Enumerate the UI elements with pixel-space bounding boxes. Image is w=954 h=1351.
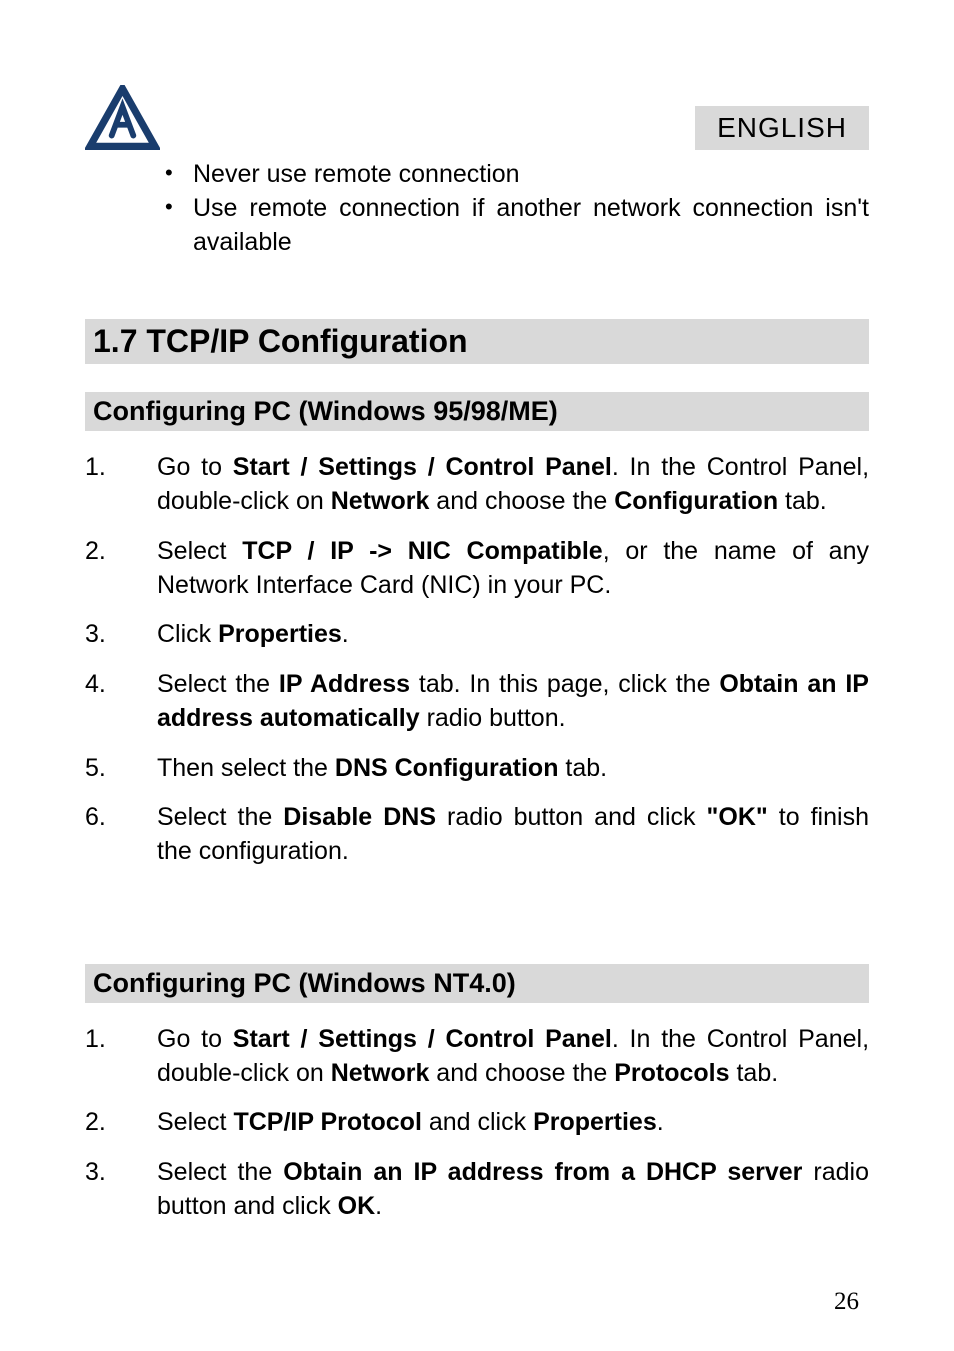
text: radio button.: [420, 704, 566, 732]
list-item: Go to Start / Settings / Control Panel. …: [85, 1023, 869, 1091]
bold-text: Protocols: [614, 1059, 729, 1087]
list-item: Select the Disable DNS radio button and …: [85, 801, 869, 869]
bold-text: Network: [331, 1059, 430, 1087]
bold-text: Obtain an IP address from a DHCP server: [283, 1158, 802, 1186]
bold-text: Properties: [533, 1108, 657, 1136]
text: radio button and click: [436, 803, 707, 831]
header-row: ENGLISH: [85, 85, 869, 150]
section-title: TCP/IP Configuration: [146, 323, 467, 359]
text: tab. In this page, click the: [410, 670, 719, 698]
bold-text: Disable DNS: [283, 803, 436, 831]
bold-text: OK: [338, 1192, 376, 1220]
text: and choose the: [429, 487, 614, 515]
subsection-heading: Configuring PC (Windows NT4.0): [85, 964, 869, 1003]
bold-text: Network: [331, 487, 430, 515]
list-item: Select the Obtain an IP address from a D…: [85, 1156, 869, 1224]
section-heading: 1.7 TCP/IP Configuration: [85, 319, 869, 364]
section-number: 1.7: [93, 323, 137, 359]
text: Go to: [157, 1025, 233, 1053]
list-item: Select TCP / IP -> NIC Compatible, or th…: [85, 535, 869, 603]
bold-text: Properties: [218, 620, 342, 648]
list-item: Then select the DNS Configuration tab.: [85, 752, 869, 786]
page-number: 26: [834, 1288, 859, 1316]
text: tab.: [558, 754, 607, 782]
numbered-list-1: Go to Start / Settings / Control Panel. …: [85, 451, 869, 869]
bold-text: TCP / IP -> NIC Compatible: [242, 537, 602, 565]
company-logo: [85, 85, 160, 150]
spacer: [85, 929, 869, 964]
subsection-heading: Configuring PC (Windows 95/98/ME): [85, 392, 869, 431]
bold-text: IP Address: [279, 670, 410, 698]
text: tab.: [778, 487, 827, 515]
bold-text: Configuration: [614, 487, 778, 515]
list-item: Use remote connection if another network…: [165, 192, 869, 260]
bold-text: Start / Settings / Control Panel: [233, 1025, 612, 1053]
bold-text: TCP/IP Protocol: [233, 1108, 421, 1136]
text: Select the: [157, 803, 283, 831]
list-item: Click Properties.: [85, 618, 869, 652]
text: .: [657, 1108, 664, 1136]
text: .: [342, 620, 349, 648]
top-bullet-list: Never use remote connection Use remote c…: [85, 158, 869, 259]
text: .: [375, 1192, 382, 1220]
text: Then select the: [157, 754, 335, 782]
text: Select: [157, 1108, 233, 1136]
list-item: Select the IP Address tab. In this page,…: [85, 668, 869, 736]
numbered-list-2: Go to Start / Settings / Control Panel. …: [85, 1023, 869, 1224]
bold-text: DNS Configuration: [335, 754, 559, 782]
text: and choose the: [429, 1059, 614, 1087]
language-badge: ENGLISH: [695, 106, 869, 150]
text: Select: [157, 537, 242, 565]
bold-text: "OK": [707, 803, 768, 831]
list-item: Never use remote connection: [165, 158, 869, 192]
text: tab.: [730, 1059, 779, 1087]
text: Select the: [157, 1158, 283, 1186]
text: Click: [157, 620, 218, 648]
list-item: Select TCP/IP Protocol and click Propert…: [85, 1106, 869, 1140]
text: Select the: [157, 670, 279, 698]
list-item: Go to Start / Settings / Control Panel. …: [85, 451, 869, 519]
bold-text: Start / Settings / Control Panel: [233, 453, 612, 481]
text: and click: [422, 1108, 533, 1136]
text: Go to: [157, 453, 233, 481]
